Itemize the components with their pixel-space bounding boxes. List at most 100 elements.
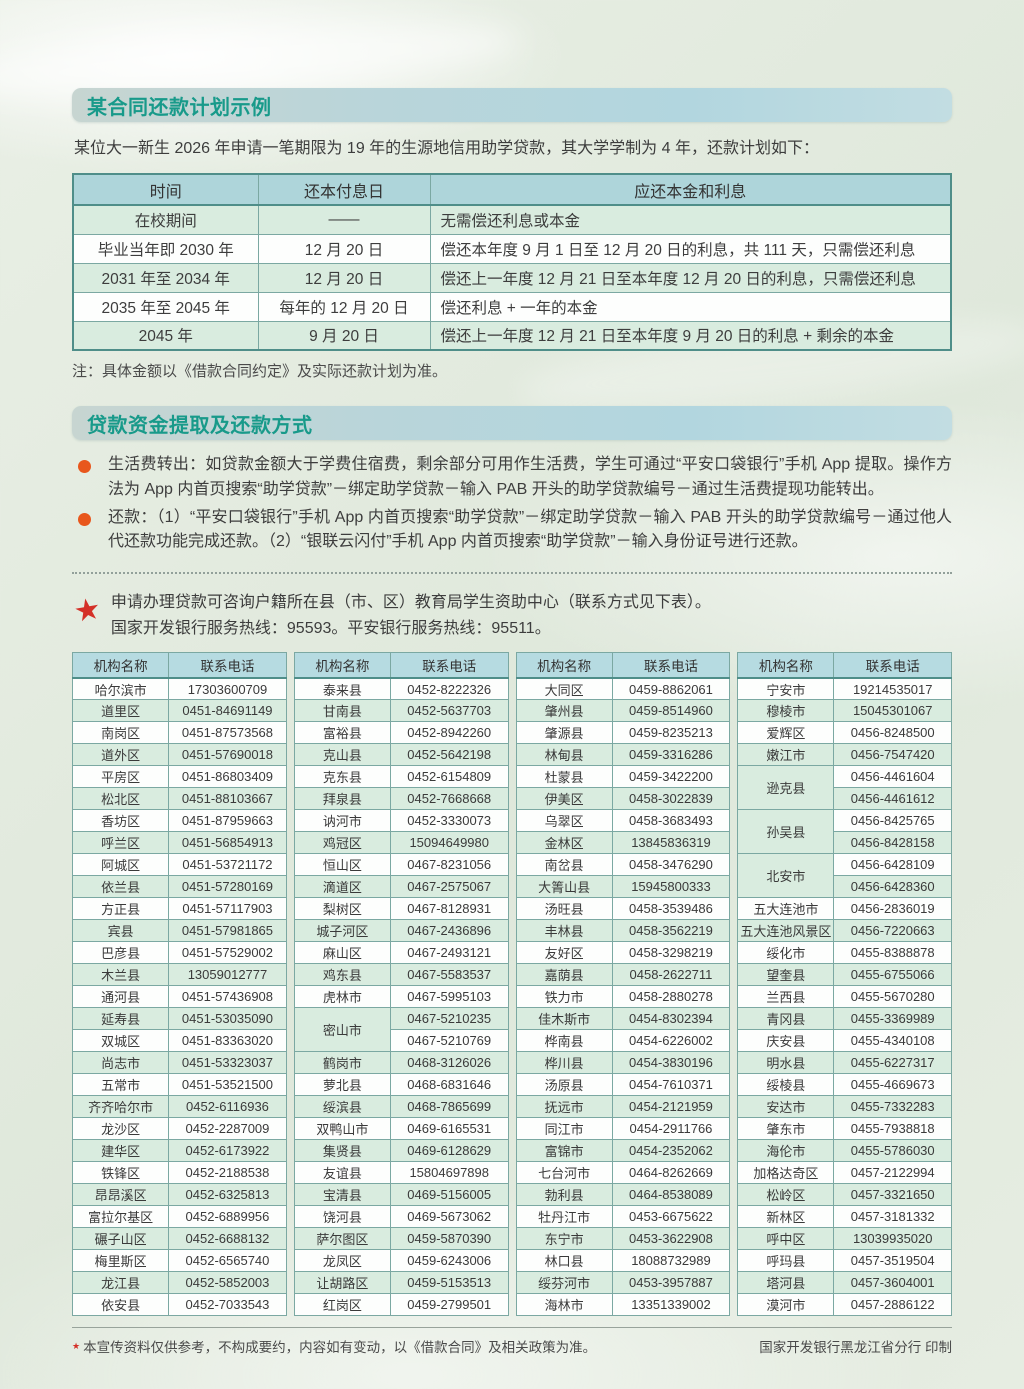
org-name-cell: 讷河市 — [293, 809, 391, 833]
contact-row: 昂昂溪区 0452-6325813 — [71, 1183, 287, 1207]
phone-cell: 0459-5153513 — [389, 1271, 509, 1295]
contact-row: 道外区 0451-57690018 — [71, 743, 287, 767]
org-name-cell: 富锦市 — [515, 1139, 613, 1163]
contact-row: 兰西县 0455-5670280 — [737, 985, 952, 1009]
org-name-cell: 集贤县 — [293, 1139, 391, 1163]
org-name-cell: 麻山区 — [293, 941, 391, 965]
phone-cell: 0457-3181332 — [833, 1205, 952, 1229]
phone-cell: 15804697898 — [389, 1161, 509, 1185]
contact-row: 依兰县 0451-57280169 — [71, 875, 287, 899]
contact-row: 龙江县 0452-5852003 — [71, 1271, 287, 1295]
footer-disclaimer-text: 本宣传资料仅供参考，不构成要约，内容如有变动，以《借款合同》及相关政策为准。 — [83, 1340, 597, 1356]
contact-row: 方正县 0451-57117903 — [71, 897, 287, 921]
org-name-cell: 道里区 — [71, 699, 170, 723]
contact-table: 机构名称 联系电话 大同区 0459-8862061 肇州县 0459-8514960 肇源… — [515, 652, 731, 1317]
phone-cell: 0457-2886122 — [833, 1293, 952, 1317]
org-name-cell: 宾县 — [71, 919, 170, 943]
contact-row: 鹤岗市 0468-3126026 — [293, 1051, 509, 1075]
org-name-cell: 丰林县 — [515, 919, 613, 943]
phone-cell: 0459-6243006 — [389, 1249, 509, 1273]
star-icon: ★ — [71, 592, 104, 630]
phone-cell: 0451-84691149 — [168, 699, 287, 723]
repayment-col-header: 时间 — [72, 173, 259, 206]
org-name-cell: 道外区 — [71, 743, 170, 767]
contact-row: 海伦市 0455-5786030 — [737, 1139, 952, 1163]
phone-cell: 0451-57280169 — [168, 875, 287, 899]
phone-cell: 0456-8428158 — [833, 831, 952, 855]
contact-col-header: 机构名称 — [293, 652, 391, 679]
org-name-cell: 兰西县 — [737, 985, 835, 1009]
phone-cell: 0457-3519504 — [833, 1249, 952, 1273]
org-name-cell: 让胡路区 — [293, 1271, 391, 1295]
contact-row: 龙沙区 0452-2287009 — [71, 1117, 287, 1141]
contact-col-header: 联系电话 — [833, 652, 952, 679]
org-name-cell: 肇州县 — [515, 699, 613, 723]
amount-desc-cell: 无需偿还利息或本金 — [429, 204, 952, 235]
period-cell: 毕业当年即 2030 年 — [72, 233, 259, 264]
phone-cell: 0451-87573568 — [168, 721, 287, 745]
org-name-cell: 佳木斯市 — [515, 1007, 613, 1031]
amount-desc-cell: 偿还上一年度 12 月 21 日至本年度 12 月 20 日的利息，只需偿还利息 — [429, 262, 952, 293]
contact-row: 绥芬河市 0453-3957887 — [515, 1271, 731, 1295]
org-name-cell: 宝清县 — [293, 1183, 391, 1207]
phone-cell: 0456-7547420 — [833, 743, 952, 767]
contact-row: 萨尔图区 0459-5870390 — [293, 1227, 509, 1251]
org-name-cell: 富拉尔基区 — [71, 1205, 170, 1229]
org-name-cell: 巴彦县 — [71, 941, 170, 965]
contact-row: 宁安市 19214535017 — [737, 677, 952, 701]
contact-row: 孙吴县 0456-8425765 — [737, 809, 952, 855]
period-cell: 2035 年至 2045 年 — [72, 291, 259, 322]
section-header-withdraw-repay: 贷款资金提取及还款方式 — [72, 406, 952, 440]
contact-row: 富锦市 0454-2352062 — [515, 1139, 731, 1163]
phone-cell: 15945800333 — [611, 875, 731, 899]
org-name-cell: 绥芬河市 — [515, 1271, 613, 1295]
org-name-cell: 红岗区 — [293, 1293, 391, 1317]
phone-cell: 0452-5642198 — [389, 743, 509, 767]
phone-cell: 0456-4461612 — [833, 787, 952, 811]
phone-cell: 0467-5583537 — [389, 963, 509, 987]
phone-cell: 0469-6128629 — [389, 1139, 509, 1163]
contact-col-header: 联系电话 — [389, 652, 509, 679]
phone-cell: 0467-5995103 — [389, 985, 509, 1009]
contact-row: 加格达奇区 0457-2122994 — [737, 1161, 952, 1185]
phone-cell: 0454-6226002 — [611, 1029, 731, 1053]
contact-intro-block: ★ 申请办理贷款可咨询户籍所在县（市、区）教育局学生资助中心（联系方式见下表）。… — [71, 590, 952, 641]
org-name-cell: 南岔县 — [515, 853, 613, 877]
contact-row: 肇州县 0459-8514960 — [515, 699, 731, 723]
contact-row: 齐齐哈尔市 0452-6116936 — [71, 1095, 287, 1119]
phone-cell: 0458-2880278 — [611, 985, 731, 1009]
contact-row: 呼玛县 0457-3519504 — [737, 1249, 952, 1273]
org-name-cell: 逊克县 — [737, 765, 835, 811]
phone-cell: 0456-6428360 — [833, 875, 952, 899]
contact-row: 东宁市 0453-3622908 — [515, 1227, 731, 1251]
contact-row: 桦川县 0454-3830196 — [515, 1051, 731, 1075]
repayment-row: 2035 年至 2045 年每年的 12 月 20 日偿还利息 + 一年的本金 — [72, 291, 952, 322]
contact-row: 乌翠区 0458-3683493 — [515, 809, 731, 833]
org-name-cell: 友谊县 — [293, 1161, 391, 1185]
contact-row: 大箐山县 15945800333 — [515, 875, 731, 899]
phone-cell: 0455-3369989 — [833, 1007, 952, 1031]
org-name-cell: 林口县 — [515, 1249, 613, 1273]
phone-cell: 0454-2121959 — [611, 1095, 731, 1119]
contact-row: 望奎县 0455-6755066 — [737, 963, 952, 987]
phone-cell: 0468-3126026 — [389, 1051, 509, 1075]
phone-cell: 0452-6688132 — [168, 1227, 287, 1251]
phone-cell: 0455-5670280 — [833, 985, 952, 1009]
contact-row: 铁锋区 0452-2188538 — [71, 1161, 287, 1185]
phone-cell: 0459-8862061 — [611, 677, 731, 701]
org-name-cell: 平房区 — [71, 765, 170, 789]
phone-cell: 0459-8514960 — [611, 699, 731, 723]
contact-row: 麻山区 0467-2493121 — [293, 941, 509, 965]
org-name-cell: 松岭区 — [737, 1183, 835, 1207]
org-name-cell: 桦南县 — [515, 1029, 613, 1053]
org-name-cell: 虎林市 — [293, 985, 391, 1009]
org-name-cell: 城子河区 — [293, 919, 391, 943]
contact-row: 哈尔滨市 17303600709 — [71, 677, 287, 701]
org-name-cell: 穆棱市 — [737, 699, 835, 723]
phone-cell: 0455-4340108 — [833, 1029, 952, 1053]
org-name-cell: 同江市 — [515, 1117, 613, 1141]
phone-cell: 0451-53721172 — [168, 853, 287, 877]
phone-cell: 0456-4461604 — [833, 765, 952, 789]
org-name-cell: 友好区 — [515, 941, 613, 965]
